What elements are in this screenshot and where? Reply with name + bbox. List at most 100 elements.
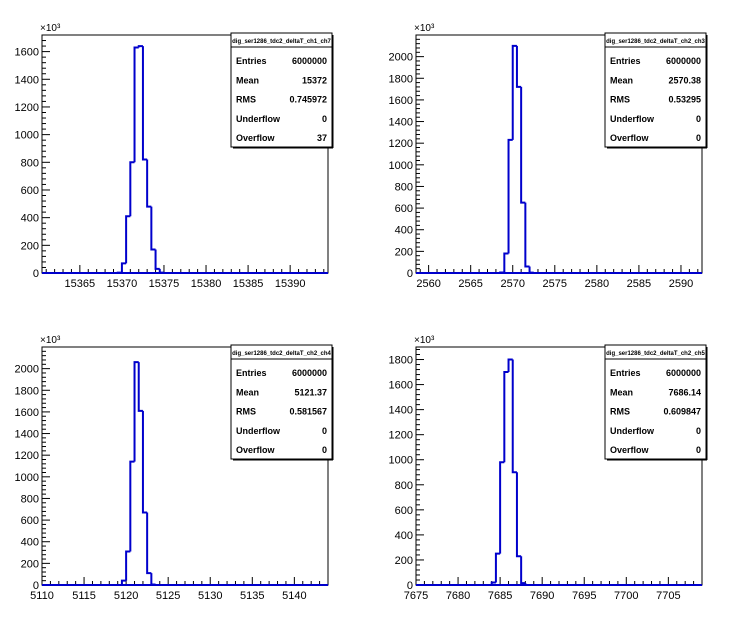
- y-tick-label: 1400: [15, 429, 39, 441]
- y-tick-label: 1000: [15, 130, 39, 142]
- histogram-bin: [494, 552, 501, 583]
- y-tick-label: 800: [395, 181, 413, 193]
- stat-label: Overflow: [236, 445, 276, 455]
- y-tick-label: 1400: [15, 74, 39, 86]
- y-tick-label: 2000: [15, 364, 39, 376]
- y-tick-label: 1200: [15, 450, 39, 462]
- y-tick-label: 400: [395, 530, 413, 542]
- stat-label: Overflow: [610, 445, 650, 455]
- stat-label: Mean: [610, 387, 633, 397]
- histogram-bin: [146, 512, 152, 575]
- histogram-title: dig_ser1286_tdc2_deltaT_ch2_ch5: [606, 351, 705, 357]
- stat-value: 0.581567: [289, 407, 327, 417]
- histogram-bin: [129, 161, 135, 217]
- stat-value: 37: [317, 133, 327, 143]
- stat-label: RMS: [610, 95, 630, 105]
- x-tick-label: 2575: [543, 278, 567, 290]
- stat-value: 0: [322, 426, 327, 436]
- x-tick-label: 5110: [30, 590, 54, 602]
- histogram-bin: [524, 202, 530, 268]
- y-tick-label: 800: [395, 480, 413, 492]
- stat-value: 6000000: [292, 56, 327, 66]
- stats-box: dig_ser1286_tdc2_deltaT_ch2_ch4 Entries 60…: [230, 344, 334, 461]
- stat-label: Overflow: [236, 133, 276, 143]
- y-tick-label: 400: [21, 213, 39, 225]
- histogram-bin: [137, 362, 143, 412]
- x-tick-label: 15375: [149, 278, 180, 290]
- x-tick-label: 7680: [446, 590, 470, 602]
- stat-label: Underflow: [236, 426, 281, 436]
- stat-value: 0: [696, 114, 701, 124]
- histogram-pad-4: 7675 7680 7685 7690 7695 7700 7705 0 200 400 600 80…: [389, 335, 708, 602]
- stat-value: 0.745972: [289, 95, 327, 105]
- stat-value: 15372: [302, 75, 327, 85]
- y-tick-label: 0: [407, 580, 413, 592]
- y-tick-label: 1600: [15, 47, 39, 59]
- histogram-bin: [133, 46, 139, 163]
- histogram-pad-2: 2560 2565 2570 2575 2580 2585 2590 0 200 400 600 80…: [389, 23, 708, 290]
- y-tick-label: 1000: [15, 472, 39, 484]
- stat-label: RMS: [236, 95, 256, 105]
- x-tick-label: 7705: [656, 590, 680, 602]
- y-tick-label: 1000: [389, 455, 413, 467]
- x-tick-label: 7690: [530, 590, 554, 602]
- y-tick-label: 400: [21, 537, 39, 549]
- histogram-bin: [507, 138, 513, 254]
- stats-box: dig_ser1286_tdc2_deltaT_ch2_ch3 Entries 60…: [604, 32, 708, 149]
- y-tick-label: 0: [407, 268, 413, 280]
- histogram-bin: [520, 86, 526, 204]
- x-tick-label: 7700: [614, 590, 638, 602]
- x-tick-label: 5115: [72, 590, 96, 602]
- stat-value: 0: [696, 133, 701, 143]
- histogram-bin: [146, 159, 152, 208]
- stat-value: 5121.37: [294, 387, 327, 397]
- stat-label: Entries: [236, 368, 267, 378]
- y-tick-label: 1600: [389, 95, 413, 107]
- stats-box-frame: [604, 344, 707, 460]
- stat-label: Underflow: [610, 426, 655, 436]
- histogram-title: dig_ser1286_tdc2_deltaT_ch2_ch4: [232, 351, 331, 357]
- y-tick-label: 1600: [15, 407, 39, 419]
- stat-value: 7686.14: [668, 387, 701, 397]
- histogram-bin: [503, 252, 509, 273]
- x-tick-label: 2585: [627, 278, 651, 290]
- histogram-bin: [120, 579, 127, 585]
- histogram-bin: [154, 249, 160, 270]
- stat-label: Underflow: [610, 114, 655, 124]
- histogram-bin: [158, 268, 164, 274]
- y-tick-label: 1800: [15, 385, 39, 397]
- histogram-bin: [490, 581, 496, 585]
- y-tick-label: 200: [21, 240, 39, 252]
- y-tick-label: 600: [21, 185, 39, 197]
- x-tick-label: 15390: [275, 278, 306, 290]
- x-tick-label: 2560: [416, 278, 440, 290]
- y-tick-label: 0: [33, 268, 39, 280]
- histogram-bin: [511, 44, 517, 140]
- x-tick-label: 2570: [500, 278, 524, 290]
- y-exponent-label: ×10³: [414, 23, 435, 34]
- stats-box-frame: [230, 344, 333, 460]
- stats-box-frame: [230, 32, 333, 148]
- stat-label: Overflow: [610, 133, 650, 143]
- histogram-bin: [528, 266, 534, 274]
- y-tick-label: 1000: [389, 160, 413, 172]
- histogram-bin: [150, 573, 156, 586]
- histogram-bin: [150, 206, 156, 251]
- x-tick-label: 5140: [282, 590, 306, 602]
- histogram-bin: [133, 361, 139, 462]
- y-exponent-label: ×10³: [40, 335, 61, 346]
- histogram-bin: [515, 45, 522, 88]
- y-tick-label: 1800: [389, 73, 413, 85]
- y-tick-label: 0: [33, 580, 39, 592]
- histogram-bin: [499, 271, 505, 274]
- histogram-bin: [125, 550, 131, 581]
- histogram-pad-1: 15365 15370 15375 15380 15385 15390 0 200 400 600…: [15, 23, 334, 290]
- x-tick-label: 2565: [458, 278, 482, 290]
- stat-value: 0.53295: [668, 95, 701, 105]
- histogram-bin: [141, 410, 148, 514]
- histogram-bin: [129, 460, 135, 552]
- stats-box: dig_ser1286_tdc2_deltaT_ch2_ch5 Entries 60…: [604, 344, 708, 461]
- stat-value: 0: [322, 114, 327, 124]
- x-tick-label: 15365: [65, 278, 96, 290]
